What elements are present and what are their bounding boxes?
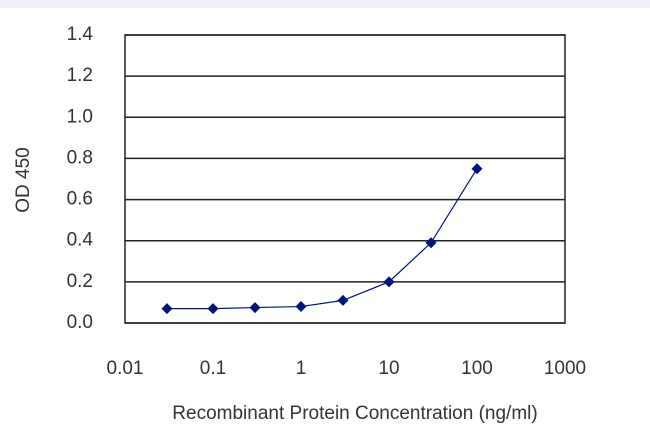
series-line (166, 168, 478, 310)
x-tick-label: 1 (296, 358, 307, 379)
data-point (249, 302, 261, 314)
data-point (337, 294, 349, 306)
x-tick-label: 100 (461, 358, 493, 379)
data-point (383, 276, 395, 288)
data-point (207, 303, 219, 315)
top-band (0, 0, 650, 8)
y-tick-label: 0.4 (67, 230, 94, 251)
x-tick-label: 10 (378, 358, 399, 379)
y-tick-label: 0.8 (67, 147, 93, 168)
data-point (295, 301, 307, 313)
y-tick-label: 1.2 (67, 65, 93, 86)
x-axis-label: Recombinant Protein Concentration (ng/ml… (172, 403, 537, 424)
y-tick-label: 0.6 (67, 189, 93, 210)
plot-frame (124, 34, 566, 324)
x-tick-label: 0.1 (200, 358, 226, 379)
y-tick-label: 0.2 (67, 271, 93, 292)
data-point (471, 163, 483, 175)
data-point (161, 303, 173, 315)
data-point (425, 237, 437, 249)
y-tick-label: 1.0 (67, 106, 93, 127)
y-tick-label: 1.4 (67, 24, 94, 45)
y-tick-label: 0.0 (67, 312, 93, 333)
x-tick-label: 1000 (544, 358, 586, 379)
y-axis-label: OD 450 (13, 147, 34, 212)
x-tick-label: 0.01 (107, 358, 144, 379)
